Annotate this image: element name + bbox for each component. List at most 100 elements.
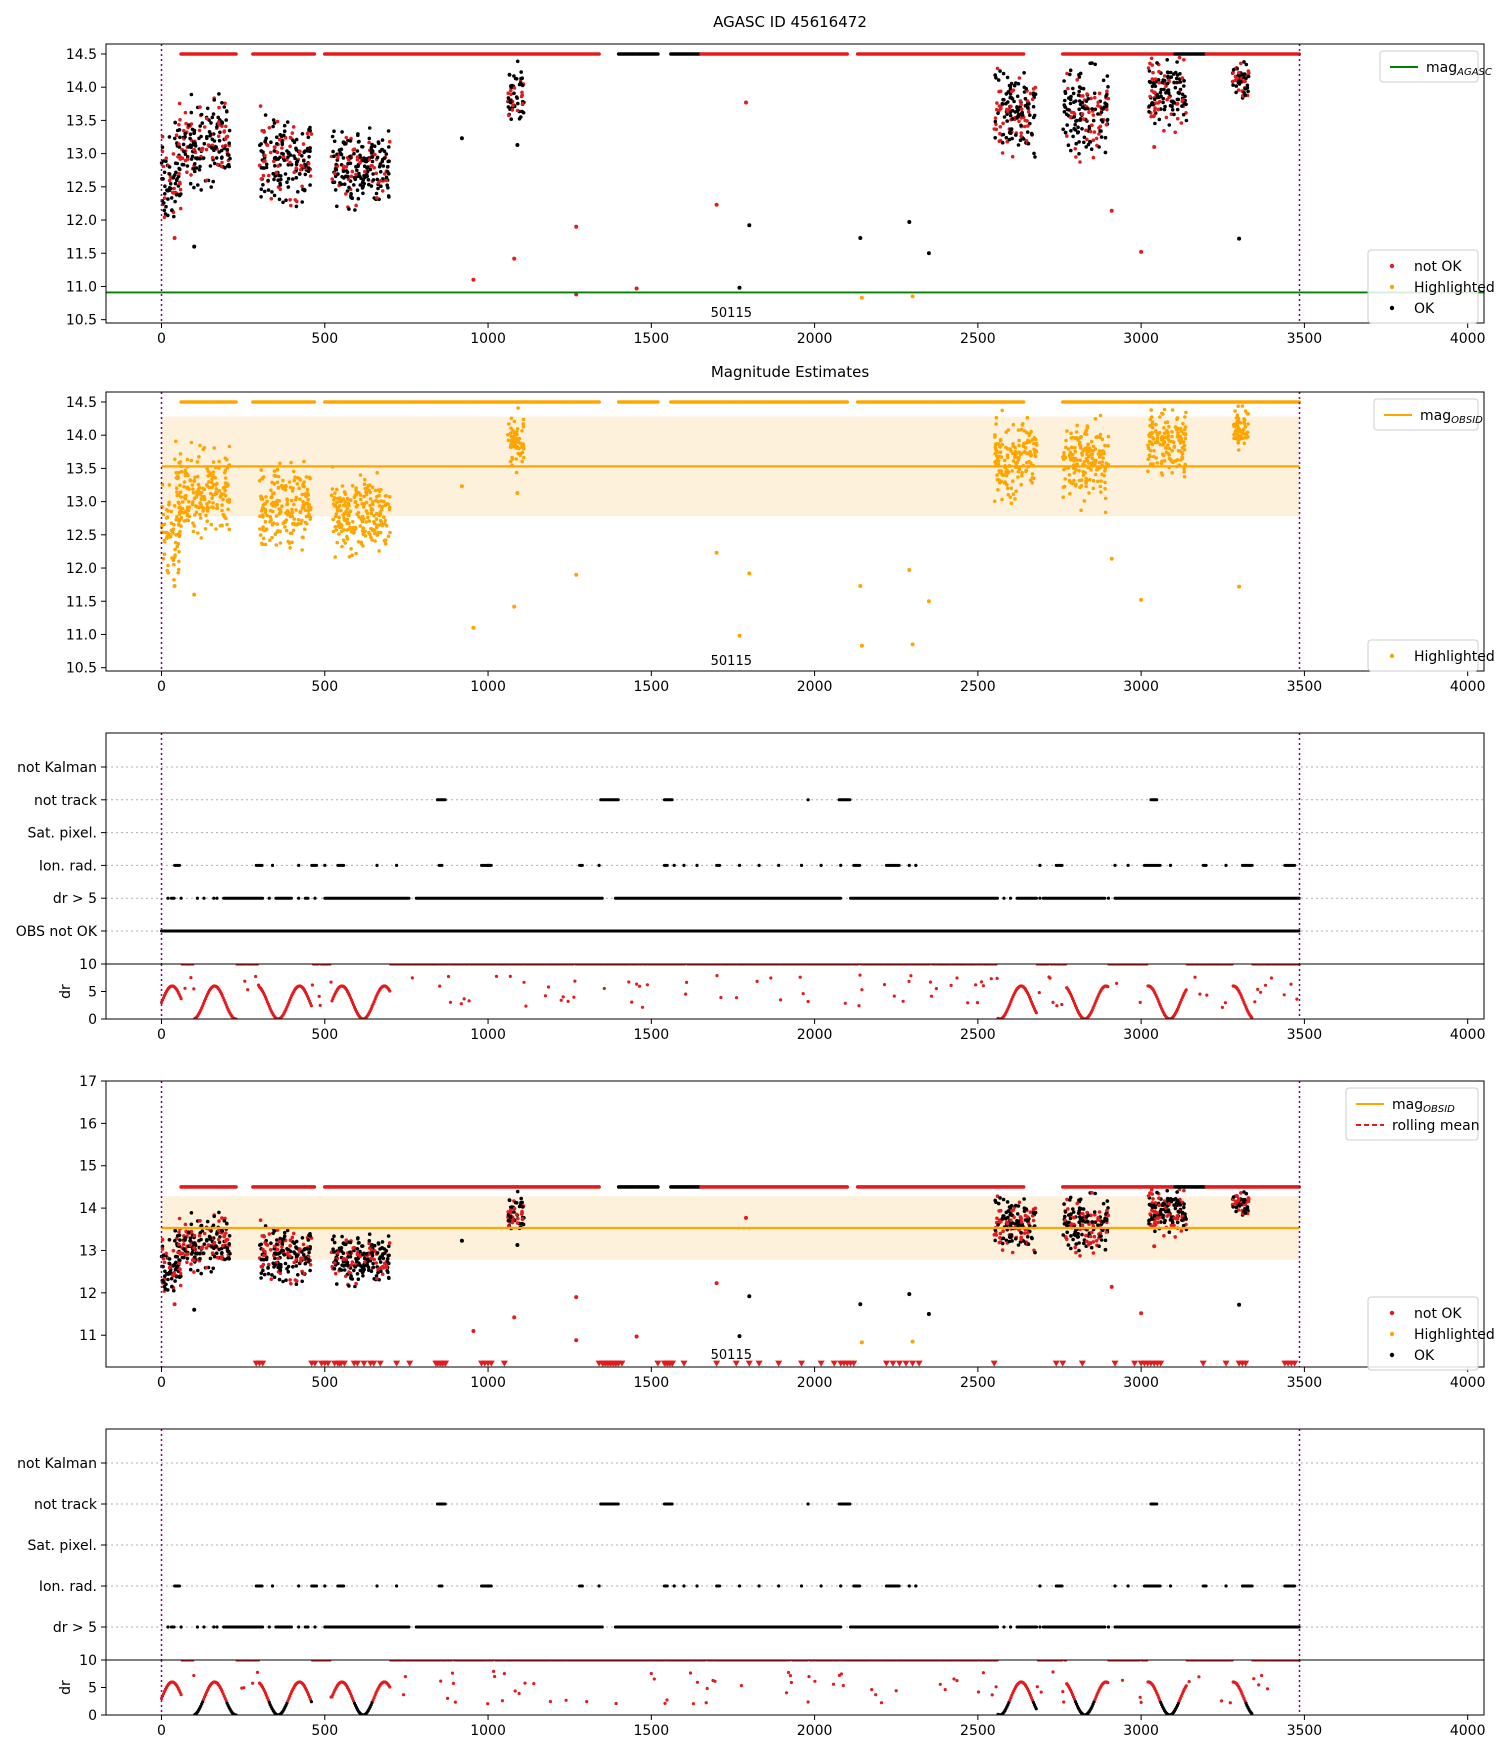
mag-point (1007, 130, 1012, 135)
mag-point (194, 156, 198, 160)
mag-point (1175, 107, 1180, 112)
mag-point (265, 513, 269, 518)
mag-point (1080, 112, 1085, 117)
mag-point (167, 535, 172, 539)
mag-point (1082, 140, 1086, 145)
mag-point (1234, 84, 1239, 88)
mag-point (223, 470, 227, 475)
mag-point (995, 101, 999, 105)
mag-point (1066, 86, 1070, 91)
flag-point (1126, 863, 1130, 868)
mag-point (308, 174, 313, 178)
mag-point (368, 532, 372, 537)
flag-point (848, 798, 852, 802)
mag-point (1171, 460, 1175, 465)
mag-point (167, 483, 172, 487)
mag-point (350, 169, 355, 174)
mag-point (166, 563, 170, 568)
mag-point (280, 142, 285, 147)
mag-point (516, 101, 520, 106)
series-point-highlighted (459, 484, 464, 489)
mag-point (261, 475, 266, 479)
mag-point (174, 486, 179, 491)
mag-point (349, 547, 353, 551)
mag-point (162, 196, 167, 200)
mag-point (165, 568, 169, 573)
mag-point (282, 123, 287, 128)
mag-point (176, 517, 181, 522)
mag-point (1162, 431, 1167, 436)
mag-point (1071, 86, 1075, 91)
mag-point (1170, 104, 1174, 109)
mag-point (221, 512, 226, 517)
series-point-highlighted (926, 599, 931, 604)
mag-point (371, 178, 376, 182)
mag-point (1105, 74, 1110, 78)
mag-point (1019, 134, 1023, 139)
y-tick-label: 11.5 (66, 246, 97, 262)
mag-point (1009, 96, 1014, 100)
mag-point (1149, 408, 1153, 412)
mag-point (342, 503, 346, 508)
mag-point (220, 503, 224, 507)
mag-point (360, 519, 365, 524)
mag-point (280, 146, 284, 150)
mag-point (176, 500, 181, 505)
mag-point (375, 470, 380, 475)
mag-point (1096, 100, 1100, 105)
mag-point (269, 140, 273, 144)
mag-point (332, 129, 336, 133)
mag-point (994, 442, 999, 446)
mag-point (1062, 451, 1066, 455)
mag-point (1006, 493, 1011, 497)
mag-point (512, 431, 517, 436)
mag-point (1085, 424, 1090, 428)
mag-point (273, 164, 277, 168)
mag-point (339, 508, 343, 513)
mag-point (294, 162, 299, 167)
mag-point (383, 503, 388, 508)
mag-point (362, 482, 367, 487)
flag-point (1038, 863, 1042, 868)
mag-point (275, 467, 280, 472)
y-tick-label: 14.0 (66, 80, 97, 96)
mag-point (1103, 496, 1108, 501)
mag-point (1157, 80, 1161, 85)
mag-point (345, 521, 350, 526)
series-point-not-ok (714, 202, 719, 207)
mag-point (1073, 449, 1078, 454)
mag-point (194, 495, 199, 499)
mag-point (198, 164, 202, 169)
mag-point (1093, 447, 1098, 451)
mag-point (356, 132, 360, 136)
mag-point (1182, 467, 1186, 471)
mag-point (1148, 448, 1153, 453)
mag-point (1069, 94, 1073, 99)
mag-point (1062, 110, 1067, 114)
mag-point (1159, 471, 1164, 475)
mag-point (1000, 497, 1004, 502)
mag-point (1105, 107, 1109, 112)
mag-point (506, 113, 511, 118)
mag-point (998, 437, 1003, 442)
mag-point (1149, 114, 1153, 119)
mag-point (1105, 89, 1109, 93)
mag-point (173, 199, 177, 204)
mag-point (1158, 90, 1163, 95)
mag-point (1183, 432, 1188, 437)
mag-point (1000, 443, 1005, 447)
series-point-ok (747, 223, 752, 228)
mag-point (1175, 73, 1180, 77)
mag-point (187, 499, 191, 504)
series-point-not-ok (574, 292, 579, 297)
mag-point (209, 522, 213, 527)
mag-point (1162, 441, 1166, 445)
mag-point (336, 520, 340, 524)
mag-point (276, 529, 280, 533)
x-tick-label: 500 (311, 331, 338, 347)
mag-point (295, 482, 300, 486)
mag-point (1097, 91, 1102, 96)
mag-point (162, 208, 167, 213)
mag-point (511, 428, 515, 433)
mag-point (162, 201, 166, 205)
